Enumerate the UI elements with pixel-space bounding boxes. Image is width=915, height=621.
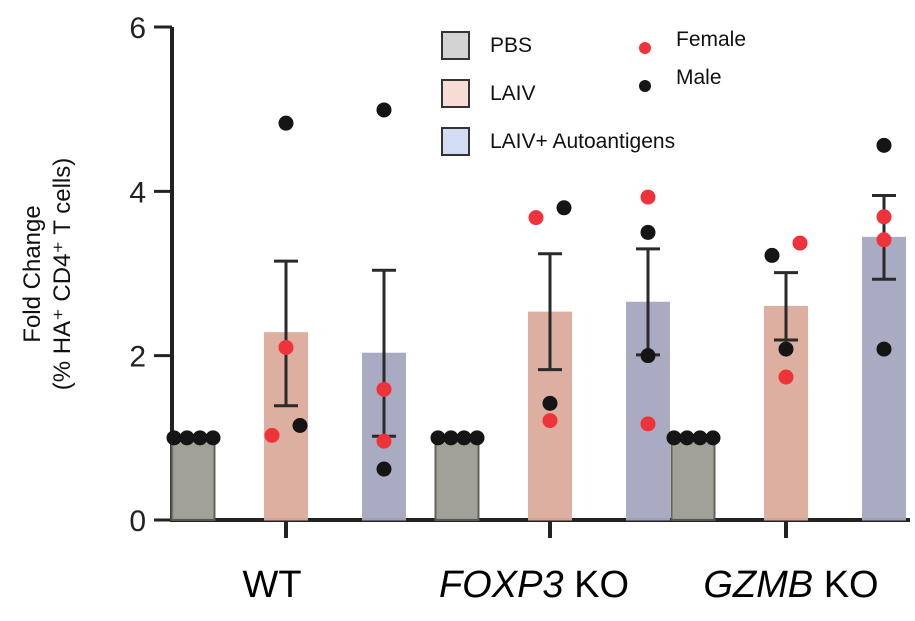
data-point-male: [876, 137, 892, 153]
data-point-female: [876, 232, 892, 248]
y-tick-label: 4: [129, 176, 146, 209]
category-label: GZMB KO: [703, 564, 878, 606]
data-point-male: [876, 341, 892, 357]
data-point-male: [278, 115, 294, 131]
y-tick-label: 2: [129, 341, 146, 374]
legend-label-female: Female: [676, 28, 746, 51]
data-point-female: [792, 235, 808, 251]
y-tick-label: 0: [129, 505, 146, 538]
legend-marker-male: [639, 80, 651, 92]
data-point-male: [542, 395, 558, 411]
data-point-male: [764, 247, 780, 263]
error-bars: [274, 193, 896, 438]
category-labels: WT FOXP3 KO GZMB KO: [242, 564, 878, 606]
legend-label-male: Male: [676, 66, 722, 89]
legend-swatch-2: [441, 127, 470, 156]
category-label-gene: GZMB: [703, 564, 813, 606]
bar-pbs-foxp3-ko: [434, 436, 480, 522]
legend-label-2: LAIV+ Autoantigens: [490, 130, 675, 153]
data-point-male: [192, 430, 208, 446]
category-label-text: KO: [564, 564, 629, 606]
data-point-female: [376, 381, 392, 397]
category-label: FOXP3 KO: [439, 564, 629, 606]
data-point-male: [376, 461, 392, 477]
legend: PBS LAIV LAIV+ Autoantigens Female Male: [441, 28, 746, 156]
data-point-male: [292, 418, 308, 434]
data-point-male: [456, 430, 472, 446]
data-point-male: [778, 341, 794, 357]
data-point-female: [528, 210, 544, 226]
legend-label-1: LAIV: [490, 82, 536, 105]
category-label: WT: [242, 564, 301, 606]
legend-swatch-0: [441, 31, 470, 60]
data-point-male: [705, 430, 721, 446]
data-point-male: [640, 224, 656, 240]
bar-laiv-autoantigens-gzmb-ko: [862, 236, 906, 521]
bars: [170, 236, 906, 522]
data-point-female: [876, 209, 892, 225]
category-label-text: KO: [813, 564, 878, 606]
data-point-female: [278, 339, 294, 355]
category-label-text: WT: [242, 564, 301, 606]
data-point-male: [443, 430, 459, 446]
data-points: [166, 102, 892, 477]
data-point-female: [640, 416, 656, 432]
data-point-male: [376, 102, 392, 118]
y-tick-label: 6: [129, 12, 146, 45]
data-point-female: [542, 413, 558, 429]
data-point-male: [692, 430, 708, 446]
data-point-male: [666, 430, 682, 446]
bar-pbs-gzmb-ko: [670, 436, 716, 522]
y-axis-title-line1: Fold Change: [19, 205, 46, 342]
data-point-female: [376, 433, 392, 449]
data-point-female: [264, 427, 280, 443]
legend-marker-female: [639, 42, 651, 54]
data-point-male: [679, 430, 695, 446]
category-label-gene: FOXP3: [439, 564, 564, 606]
legend-label-0: PBS: [490, 34, 532, 57]
data-point-male: [179, 430, 195, 446]
data-point-male: [166, 430, 182, 446]
data-point-female: [778, 369, 794, 385]
data-point-male: [556, 200, 572, 216]
data-point-male: [430, 430, 446, 446]
data-point-female: [640, 189, 656, 205]
bar-laiv-gzmb-ko: [764, 305, 808, 521]
legend-swatch-1: [441, 79, 470, 108]
y-axis-title-line2: (% HA⁺ CD4⁺ T cells): [49, 158, 76, 391]
bar-pbs-wt: [170, 436, 216, 522]
data-point-male: [469, 430, 485, 446]
data-point-male: [205, 430, 221, 446]
data-point-male: [640, 348, 656, 364]
